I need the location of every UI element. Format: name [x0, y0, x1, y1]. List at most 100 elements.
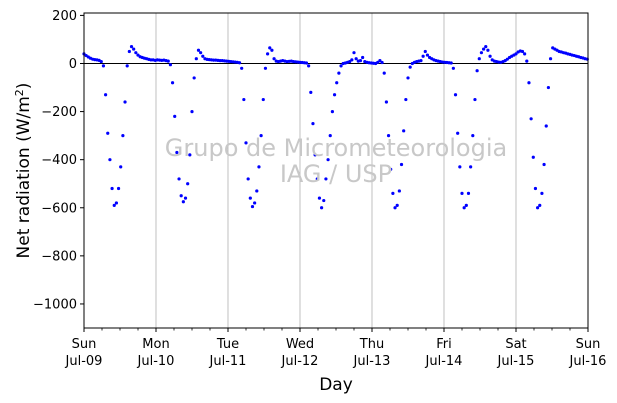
data-point	[320, 206, 324, 210]
data-point	[542, 162, 546, 167]
data-point	[201, 54, 205, 58]
data-point	[192, 76, 196, 80]
y-axis-title-close: )	[14, 83, 34, 90]
data-point	[242, 97, 246, 102]
x-tick-day-4: Thu	[359, 337, 384, 352]
data-points	[82, 45, 589, 210]
data-point	[376, 60, 380, 64]
data-point	[514, 52, 518, 56]
data-point	[307, 64, 311, 68]
data-point	[397, 189, 401, 193]
data-point	[173, 114, 177, 118]
data-point	[324, 177, 328, 181]
data-point	[250, 204, 255, 209]
data-point	[253, 201, 257, 205]
data-point	[361, 55, 365, 60]
data-point	[112, 203, 116, 207]
x-tick-day-1: Mon	[142, 337, 169, 352]
data-point	[110, 186, 114, 191]
x-tick-date-3: Jul-12	[281, 354, 319, 369]
data-point	[538, 203, 542, 207]
data-point	[134, 51, 138, 55]
data-point	[350, 58, 354, 62]
y-axis: 200 0 −200 −400 −600 −800 −1000	[33, 9, 84, 312]
data-point	[402, 129, 406, 133]
data-point	[546, 85, 551, 90]
data-point	[106, 131, 110, 135]
data-point	[136, 53, 140, 57]
data-point	[352, 51, 356, 55]
data-point	[548, 57, 553, 61]
data-point	[393, 206, 397, 210]
y-tick-label-3: −400	[41, 153, 77, 168]
data-point	[473, 97, 477, 102]
data-point	[315, 177, 319, 181]
data-point	[408, 65, 412, 69]
data-point	[358, 59, 363, 63]
data-point	[391, 191, 395, 195]
data-point	[268, 46, 272, 50]
data-point	[270, 48, 274, 52]
x-tick-date-1: Jul-10	[137, 354, 175, 369]
data-point	[183, 196, 188, 200]
grid-lines	[155, 13, 517, 328]
data-point	[326, 158, 330, 162]
x-tick-day-5: Fri	[436, 337, 452, 352]
data-point	[125, 64, 129, 68]
data-point	[421, 54, 425, 58]
data-point	[313, 153, 317, 157]
data-point	[119, 165, 123, 169]
data-point	[505, 57, 509, 61]
data-point	[404, 97, 408, 102]
data-point	[246, 177, 250, 181]
data-point	[332, 93, 337, 97]
data-point	[317, 196, 322, 200]
data-point	[486, 48, 490, 52]
data-point	[382, 71, 386, 75]
x-tick-day-3: Wed	[286, 337, 314, 352]
data-point	[458, 165, 462, 169]
data-point	[484, 45, 488, 49]
data-point	[240, 66, 244, 70]
data-point	[354, 57, 358, 61]
data-point	[170, 81, 175, 85]
x-tick-date-5: Jul-14	[425, 354, 463, 369]
data-point	[529, 117, 533, 121]
data-point	[378, 59, 382, 63]
data-point	[533, 186, 538, 191]
data-point	[255, 189, 259, 193]
x-tick-day-6: Sat	[505, 337, 526, 352]
data-point	[175, 150, 179, 155]
data-point	[237, 61, 242, 65]
x-tick-day-7: Sun	[576, 337, 601, 352]
data-point	[380, 60, 384, 65]
data-point	[179, 194, 183, 198]
data-point	[482, 47, 486, 51]
data-point	[199, 51, 203, 55]
data-point	[190, 109, 194, 114]
data-point	[425, 53, 430, 57]
y-tick-label-0: 200	[52, 9, 77, 24]
x-tick-day-2: Tue	[216, 337, 239, 352]
data-point	[462, 206, 466, 210]
x-axis: Sun Jul-09 Mon Jul-10 Tue Jul-11 Wed Jul-12 Thu J…	[65, 328, 606, 369]
data-point	[99, 59, 103, 64]
data-point	[488, 54, 492, 58]
data-point	[456, 131, 460, 135]
data-point	[475, 69, 479, 73]
y-tick-label-4: −600	[41, 201, 77, 216]
data-point	[194, 57, 198, 61]
y-tick-label-5: −800	[41, 249, 77, 264]
data-point	[525, 59, 529, 63]
data-point	[531, 155, 535, 159]
data-point	[259, 134, 263, 138]
data-point	[168, 63, 172, 67]
data-point	[540, 191, 544, 195]
data-point	[449, 61, 453, 65]
data-point	[304, 61, 309, 65]
data-point	[132, 47, 136, 51]
data-point	[309, 90, 313, 94]
data-point	[536, 206, 540, 210]
data-point	[123, 100, 127, 104]
